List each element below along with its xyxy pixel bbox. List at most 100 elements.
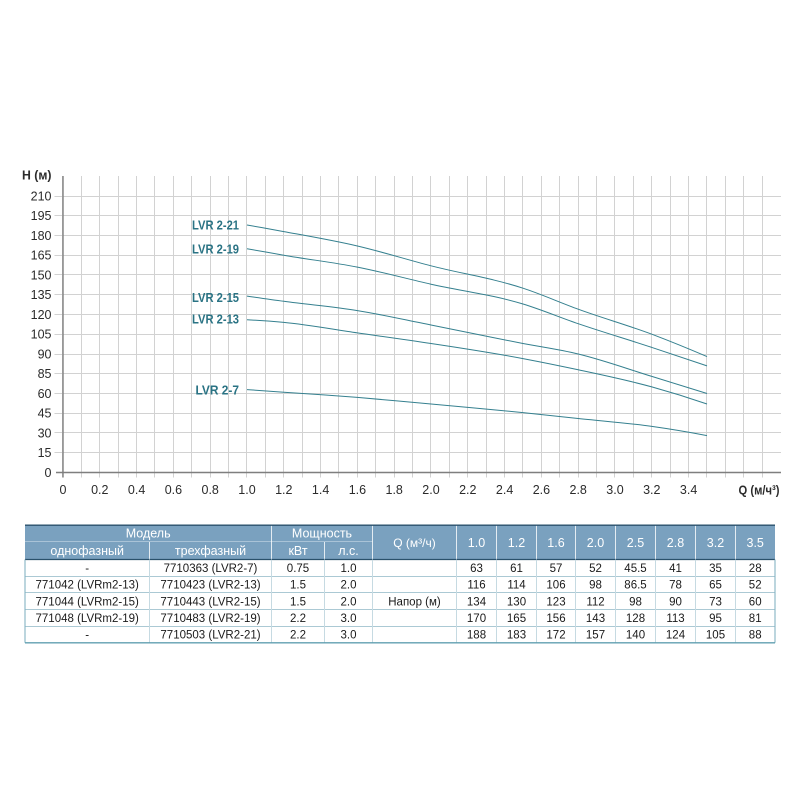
svg-text:90: 90 — [669, 596, 682, 608]
svg-text:35: 35 — [709, 563, 722, 575]
svg-text:кВт: кВт — [288, 544, 307, 558]
svg-text:128: 128 — [626, 613, 645, 625]
svg-text:2.5: 2.5 — [627, 536, 644, 550]
svg-text:-: - — [85, 563, 89, 575]
svg-text:123: 123 — [546, 596, 565, 608]
svg-text:3.0: 3.0 — [606, 483, 623, 497]
svg-text:88: 88 — [749, 630, 762, 642]
svg-text:28: 28 — [749, 563, 762, 575]
svg-text:7710483 (LVR2-19): 7710483 (LVR2-19) — [160, 613, 260, 625]
svg-text:Мощность: Мощность — [292, 527, 352, 541]
svg-text:2.0: 2.0 — [341, 580, 357, 592]
svg-text:LVR 2-13: LVR 2-13 — [192, 312, 239, 327]
svg-text:95: 95 — [709, 613, 722, 625]
svg-text:65: 65 — [709, 580, 722, 592]
svg-text:134: 134 — [467, 596, 487, 608]
svg-text:98: 98 — [629, 596, 642, 608]
svg-text:л.с.: л.с. — [338, 544, 359, 558]
svg-text:90: 90 — [38, 347, 52, 361]
svg-text:86.5: 86.5 — [624, 580, 646, 592]
svg-text:Напор (м): Напор (м) — [388, 596, 441, 608]
svg-text:124: 124 — [666, 630, 686, 642]
svg-text:3.0: 3.0 — [341, 613, 357, 625]
svg-text:183: 183 — [507, 630, 526, 642]
svg-text:116: 116 — [467, 580, 485, 592]
svg-text:135: 135 — [31, 288, 52, 302]
svg-text:3.4: 3.4 — [680, 483, 697, 497]
svg-text:2.2: 2.2 — [459, 483, 476, 497]
svg-text:210: 210 — [31, 189, 52, 203]
svg-text:LVR 2-15: LVR 2-15 — [192, 290, 239, 305]
svg-text:3.5: 3.5 — [747, 536, 764, 550]
svg-text:771042 (LVRm2-13): 771042 (LVRm2-13) — [36, 580, 140, 592]
svg-text:1.2: 1.2 — [275, 483, 292, 497]
svg-text:85: 85 — [38, 367, 52, 381]
svg-text:7710363 (LVR2-7): 7710363 (LVR2-7) — [164, 563, 258, 575]
svg-text:52: 52 — [589, 563, 602, 575]
svg-text:150: 150 — [31, 268, 52, 282]
svg-text:188: 188 — [467, 630, 486, 642]
svg-text:106: 106 — [546, 580, 565, 592]
svg-text:98: 98 — [589, 580, 602, 592]
svg-text:LVR 2-21: LVR 2-21 — [192, 217, 239, 232]
svg-text:61: 61 — [510, 563, 523, 575]
svg-text:60: 60 — [38, 387, 52, 401]
svg-text:1.5: 1.5 — [290, 596, 306, 608]
svg-text:771044 (LVRm2-15): 771044 (LVRm2-15) — [36, 596, 140, 608]
svg-text:57: 57 — [550, 563, 563, 575]
svg-text:1.0: 1.0 — [341, 563, 357, 575]
svg-text:15: 15 — [38, 446, 52, 460]
svg-text:Q (м/ч³): Q (м/ч³) — [739, 484, 780, 498]
svg-text:0.2: 0.2 — [91, 483, 108, 497]
svg-text:771048 (LVRm2-19): 771048 (LVRm2-19) — [36, 613, 140, 625]
svg-text:143: 143 — [586, 613, 605, 625]
svg-text:105: 105 — [706, 630, 725, 642]
svg-text:2.2: 2.2 — [290, 613, 306, 625]
svg-text:52: 52 — [749, 580, 762, 592]
svg-text:7710443 (LVR2-15): 7710443 (LVR2-15) — [160, 596, 260, 608]
svg-text:0.8: 0.8 — [202, 483, 219, 497]
svg-text:2.0: 2.0 — [341, 596, 357, 608]
svg-text:41: 41 — [669, 563, 682, 575]
svg-text:1.2: 1.2 — [508, 536, 525, 550]
svg-text:H (м): H (м) — [22, 169, 52, 183]
svg-text:120: 120 — [31, 308, 52, 322]
svg-text:78: 78 — [669, 580, 682, 592]
svg-text:1.0: 1.0 — [238, 483, 255, 497]
svg-text:1.6: 1.6 — [547, 536, 564, 550]
svg-text:60: 60 — [749, 596, 762, 608]
svg-text:1.8: 1.8 — [386, 483, 403, 497]
svg-text:7710423 (LVR2-13): 7710423 (LVR2-13) — [160, 580, 260, 592]
svg-text:2.6: 2.6 — [533, 483, 550, 497]
svg-text:73: 73 — [709, 596, 722, 608]
svg-text:LVR 2-7: LVR 2-7 — [196, 383, 240, 398]
svg-text:3.0: 3.0 — [341, 630, 357, 642]
svg-text:130: 130 — [507, 596, 526, 608]
svg-text:Модель: Модель — [126, 527, 171, 541]
svg-text:30: 30 — [38, 426, 52, 440]
svg-text:2.4: 2.4 — [496, 483, 513, 497]
svg-text:172: 172 — [546, 630, 565, 642]
svg-text:81: 81 — [749, 613, 762, 625]
svg-text:45: 45 — [38, 407, 52, 421]
svg-text:180: 180 — [31, 229, 52, 243]
svg-text:1.4: 1.4 — [312, 483, 329, 497]
svg-text:195: 195 — [31, 209, 52, 223]
svg-text:114: 114 — [507, 580, 526, 592]
svg-text:2.2: 2.2 — [290, 630, 306, 642]
svg-text:165: 165 — [507, 613, 526, 625]
svg-text:1.6: 1.6 — [349, 483, 366, 497]
svg-text:2.8: 2.8 — [570, 483, 587, 497]
svg-text:2.0: 2.0 — [422, 483, 439, 497]
svg-text:112: 112 — [586, 596, 604, 608]
svg-text:2.0: 2.0 — [587, 536, 604, 550]
svg-text:157: 157 — [586, 630, 605, 642]
svg-text:7710503 (LVR2-21): 7710503 (LVR2-21) — [160, 630, 260, 642]
svg-text:3.2: 3.2 — [643, 483, 660, 497]
svg-text:3.2: 3.2 — [707, 536, 724, 550]
svg-text:165: 165 — [31, 249, 52, 263]
svg-text:113: 113 — [666, 613, 684, 625]
svg-text:1.5: 1.5 — [290, 580, 306, 592]
svg-text:45.5: 45.5 — [624, 563, 646, 575]
svg-text:140: 140 — [626, 630, 645, 642]
